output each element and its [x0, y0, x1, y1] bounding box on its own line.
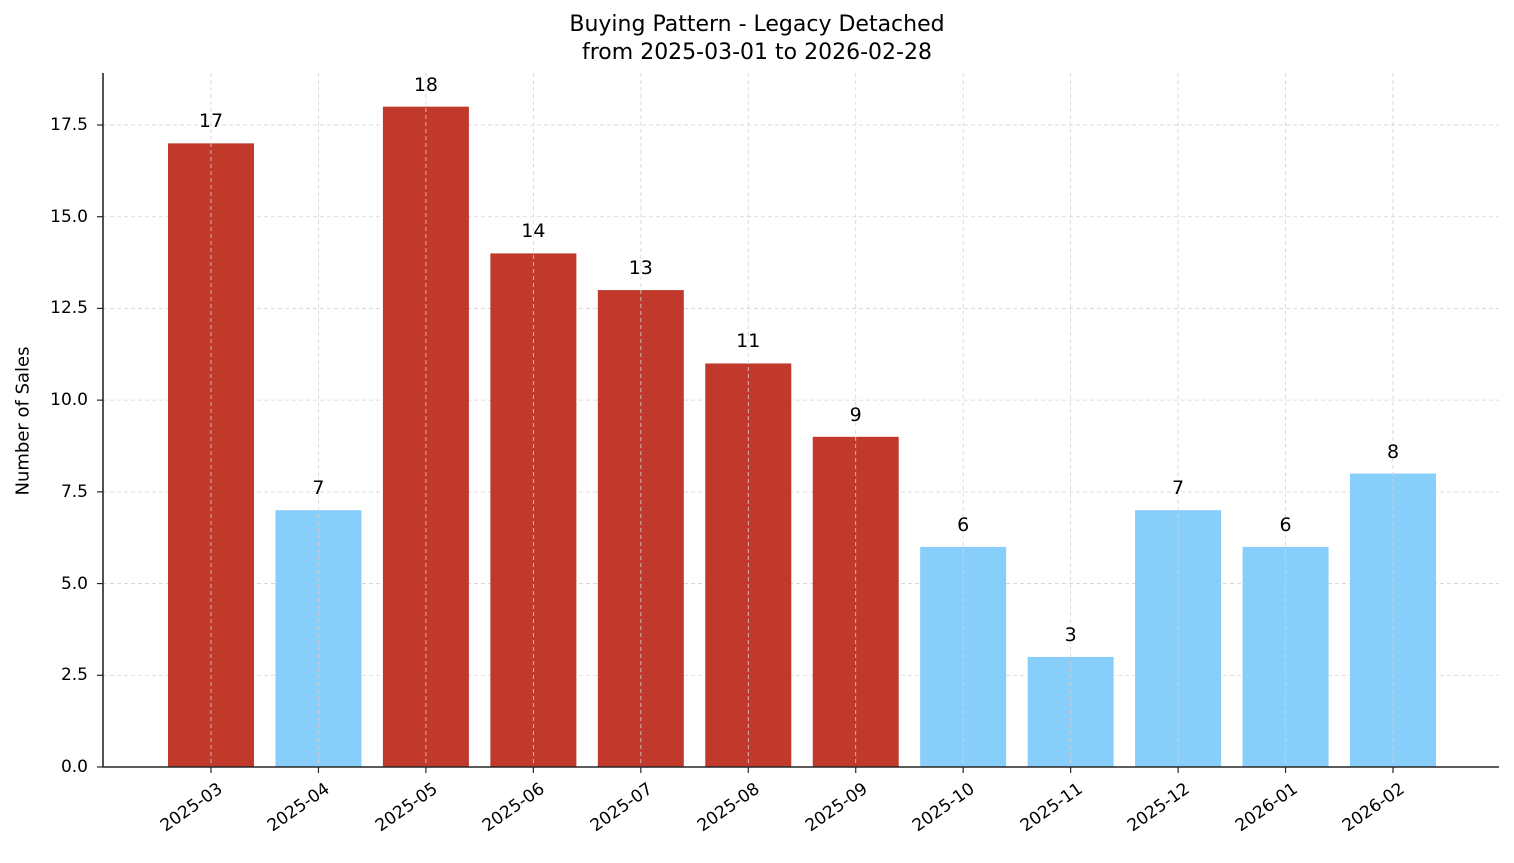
- y-tick-label: 2.5: [60, 665, 88, 686]
- y-tick-label: 15.0: [50, 206, 88, 227]
- bar-2025-04: [275, 510, 362, 767]
- bars: [168, 106, 1436, 768]
- bar-value-label: 18: [413, 73, 438, 96]
- y-tick-label: 10.0: [50, 390, 88, 411]
- bar-value-label: 7: [1172, 477, 1185, 500]
- chart-subtitle: from 2025-03-01 to 2026-02-28: [582, 40, 932, 65]
- bar-2025-12: [1135, 510, 1222, 767]
- vertical-gridlines: [210, 73, 1394, 767]
- bar-value-label: 8: [1386, 440, 1400, 463]
- bar-value-label: 7: [312, 477, 325, 500]
- bar-value-label: 6: [957, 513, 970, 536]
- bar-value-label: 14: [521, 220, 546, 243]
- y-tick-label: 5.0: [60, 573, 88, 594]
- bar-value-label: 6: [1279, 513, 1292, 536]
- y-tick-label: 12.5: [50, 298, 88, 319]
- bar-value-label: 13: [628, 257, 653, 280]
- y-tick-label: 0.0: [60, 757, 88, 777]
- chart-title: Buying Pattern - Legacy Detached: [569, 12, 945, 37]
- bar-value-label: 3: [1064, 623, 1077, 646]
- y-tick-label: 17.5: [50, 115, 88, 135]
- bar-value-label: 9: [849, 403, 862, 426]
- bar-value-label: 11: [736, 330, 761, 353]
- y-tick-label: 7.5: [60, 481, 88, 502]
- axes: [97, 73, 1499, 773]
- y-axis-label: Number of Sales: [12, 346, 34, 496]
- bar-value-label: 17: [198, 110, 224, 133]
- bar-2025-05: [382, 106, 469, 767]
